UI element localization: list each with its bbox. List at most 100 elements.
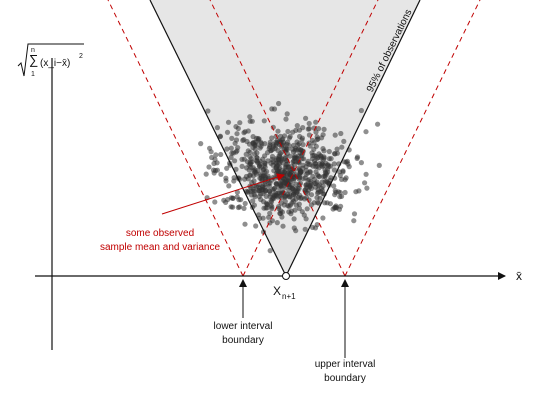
cloud-point bbox=[308, 192, 315, 198]
cloud-point bbox=[280, 160, 286, 166]
cloud-point bbox=[247, 154, 253, 160]
cloud-point bbox=[331, 167, 337, 173]
cloud-point bbox=[303, 164, 309, 170]
cloud-point bbox=[261, 118, 267, 124]
cloud-point bbox=[316, 126, 322, 132]
cloud-point bbox=[307, 183, 314, 189]
cloud-point bbox=[259, 141, 265, 147]
point-cloud bbox=[198, 100, 382, 254]
next-label: X bbox=[273, 284, 281, 298]
cloud-point bbox=[266, 188, 272, 194]
cloud-point bbox=[319, 161, 325, 167]
cloud-point bbox=[293, 196, 299, 202]
cloud-point bbox=[328, 156, 334, 162]
cloud-point bbox=[218, 151, 224, 158]
sum-power: 2 bbox=[79, 53, 83, 60]
sum-sign: ∑ bbox=[29, 52, 38, 67]
cloud-point bbox=[209, 154, 215, 161]
cloud-point bbox=[311, 176, 317, 182]
cloud-point bbox=[315, 199, 321, 206]
cloud-point bbox=[228, 145, 234, 151]
cloud-point bbox=[331, 161, 337, 167]
cloud-point bbox=[337, 172, 343, 179]
cloud-point bbox=[324, 166, 331, 172]
cloud-point bbox=[313, 119, 319, 125]
cloud-point bbox=[251, 168, 257, 174]
cloud-point bbox=[303, 172, 309, 178]
cloud-point bbox=[283, 116, 289, 122]
cloud-point bbox=[288, 208, 295, 214]
cloud-point bbox=[239, 163, 245, 169]
cloud-point bbox=[296, 201, 302, 207]
cloud-point bbox=[362, 180, 368, 186]
cloud-point bbox=[229, 135, 235, 141]
cloud-point bbox=[332, 151, 338, 157]
cloud-point bbox=[364, 185, 370, 191]
cloud-point bbox=[253, 223, 259, 229]
cloud-point bbox=[337, 194, 343, 200]
cloud-point bbox=[205, 108, 211, 114]
cloud-point bbox=[284, 111, 290, 117]
cloud-point bbox=[376, 162, 382, 168]
cloud-point bbox=[228, 195, 234, 201]
cloud-point bbox=[280, 180, 287, 186]
lower-label: boundary bbox=[222, 335, 264, 346]
annotation-line: some observed bbox=[126, 228, 194, 239]
cloud-point bbox=[223, 178, 229, 184]
cloud-point bbox=[321, 148, 327, 154]
cloud-point bbox=[292, 147, 298, 153]
cloud-point bbox=[242, 221, 248, 227]
cloud-point bbox=[297, 133, 303, 140]
cloud-point bbox=[235, 145, 241, 151]
annotation-arrow bbox=[161, 173, 285, 215]
cloud-point bbox=[273, 157, 279, 163]
cloud-point bbox=[313, 143, 319, 149]
cloud-point bbox=[269, 135, 275, 141]
cloud-point bbox=[224, 146, 230, 152]
cloud-point bbox=[317, 195, 323, 201]
cloud-point bbox=[266, 183, 272, 189]
next-point bbox=[282, 272, 290, 280]
cloud-point bbox=[340, 169, 346, 175]
cloud-point bbox=[284, 141, 290, 147]
cloud-point bbox=[262, 181, 268, 187]
cloud-point bbox=[280, 223, 286, 229]
cloud-point bbox=[313, 169, 319, 175]
cloud-point bbox=[282, 168, 288, 174]
cloud-point bbox=[315, 136, 321, 142]
cloud-point bbox=[198, 141, 204, 147]
cloud-point bbox=[263, 200, 270, 206]
cloud-point bbox=[233, 149, 239, 155]
cloud-point bbox=[332, 188, 338, 194]
cloud-point bbox=[322, 200, 328, 206]
cloud-point bbox=[211, 170, 217, 176]
cloud-point bbox=[304, 206, 310, 212]
cloud-point bbox=[308, 202, 314, 208]
cloud-point bbox=[285, 128, 291, 135]
cloud-point bbox=[224, 129, 231, 135]
cloud-point bbox=[272, 145, 278, 152]
cloud-point bbox=[282, 155, 288, 162]
cloud-point bbox=[327, 201, 333, 207]
cloud-point bbox=[207, 145, 213, 151]
cloud-point bbox=[291, 142, 297, 148]
cloud-point bbox=[226, 183, 232, 189]
dashed-boundaries bbox=[107, 0, 481, 277]
cloud-point bbox=[291, 155, 297, 161]
cloud-point bbox=[305, 177, 311, 183]
cloud-point bbox=[241, 130, 247, 136]
cloud-point bbox=[344, 158, 350, 164]
cloud-point bbox=[351, 218, 357, 224]
cloud-point bbox=[301, 212, 307, 218]
cloud-point bbox=[276, 100, 282, 107]
cloud-point bbox=[295, 142, 301, 148]
cloud-point bbox=[296, 127, 303, 133]
cloud-point bbox=[232, 158, 238, 164]
cloud-point bbox=[251, 192, 257, 198]
cloud-point bbox=[336, 206, 342, 212]
cloud-point bbox=[281, 202, 287, 208]
cloud-point bbox=[291, 191, 297, 197]
sum-term: (x_i−x̄) bbox=[40, 58, 70, 69]
cloud-point bbox=[358, 107, 364, 114]
